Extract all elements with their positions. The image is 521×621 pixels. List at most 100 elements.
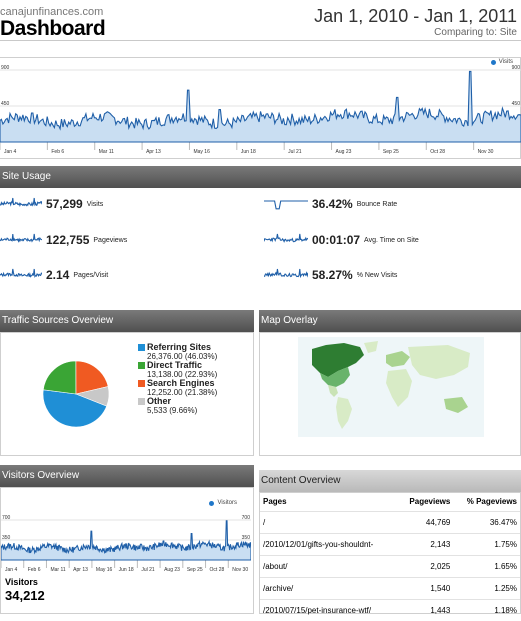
pageviews-cell: 44,769 xyxy=(397,510,454,533)
visitors-legend: Visitors xyxy=(209,500,237,506)
x-tick-label: Apr 13 xyxy=(73,567,88,573)
metric-label: Bounce Rate xyxy=(356,200,398,208)
x-tick-label: Feb 6 xyxy=(28,567,41,573)
y-tick-right: 450 xyxy=(512,101,521,107)
pct-cell: 1.75% xyxy=(453,532,520,555)
legend-dot-icon xyxy=(490,59,496,65)
pageviews-cell: 1,540 xyxy=(397,576,454,599)
x-tick-label: Jun 18 xyxy=(119,567,134,573)
traffic-legend-item[interactable]: Direct Traffic 13,138.00 (22.93%) xyxy=(138,361,217,379)
x-tick-label: Aug 23 xyxy=(164,567,180,573)
pie-slice xyxy=(75,360,109,395)
col-pages[interactable]: Pages xyxy=(263,497,287,507)
traffic-legend-item[interactable]: Referring Sites 26,376.00 (46.03%) xyxy=(138,343,217,361)
pages-per-visit-sparkline xyxy=(0,268,42,278)
page-path[interactable]: / xyxy=(260,510,398,533)
traffic-pie-chart[interactable] xyxy=(41,359,111,429)
pageviews-cell: 1,443 xyxy=(397,598,454,621)
metric-visits[interactable]: 57,299 Visits xyxy=(0,197,103,211)
visits-chart[interactable]: 900 900 450 450 Jan 4 Feb 6 Mar 11 Apr 13 May 16… xyxy=(0,57,521,159)
visits-legend-label: Visits xyxy=(498,59,513,65)
col-pct-pageviews[interactable]: % Pageviews xyxy=(466,497,517,507)
table-row[interactable]: /2010/07/15/pet-insurance-wtf/1,443 1.18% xyxy=(260,598,520,621)
metric-value: 00:01:07 xyxy=(312,233,361,247)
africa-region xyxy=(386,369,412,407)
metric-value: 57,299 xyxy=(46,197,83,211)
metric-new-visits[interactable]: 58.27% % New Visits xyxy=(264,268,397,282)
x-tick-label: Mar 11 xyxy=(99,149,114,155)
metric-pages-per-visit[interactable]: 2.14 Pages/Visit xyxy=(0,268,108,282)
map-overlay-panel xyxy=(259,332,521,456)
metric-pageviews[interactable]: 122,755 Pageviews xyxy=(0,233,127,247)
x-tick-label: Nov 30 xyxy=(232,567,248,573)
visitors-legend-label: Visitors xyxy=(217,500,237,506)
y-tick-left: 700 xyxy=(2,515,11,521)
sparkline-path xyxy=(264,268,308,279)
source-name: Search Engines xyxy=(147,378,215,388)
sparkline-path xyxy=(264,233,308,243)
metric-label: Visits xyxy=(86,200,104,208)
pct-cell: 1.18% xyxy=(453,598,520,621)
traffic-legend-item[interactable]: Search Engines 12,252.00 (21.38%) xyxy=(138,379,217,397)
page-path[interactable]: /2010/07/15/pet-insurance-wtf/ xyxy=(260,598,398,621)
traffic-legend-item[interactable]: Other 5,533 (9.66%) xyxy=(138,397,217,415)
greenland-region xyxy=(364,341,378,353)
source-name: Direct Traffic xyxy=(147,360,203,370)
content-table-header: Pages Pageviews % Pageviews xyxy=(260,493,520,511)
page-path[interactable]: /2010/12/01/gifts-you-shouldnt- xyxy=(260,532,398,555)
x-tick-label: Jan 4 xyxy=(5,567,17,573)
x-tick-label: Nov 30 xyxy=(478,149,494,155)
content-overview-panel: Pages Pageviews % Pageviews /44,769 36.47… xyxy=(259,492,521,621)
page-title: Dashboard xyxy=(0,17,106,40)
x-tick-label: Jan 4 xyxy=(4,149,16,155)
x-tick-label: Mar 11 xyxy=(50,567,65,573)
canada-region xyxy=(312,343,364,377)
x-tick-label: Sep 25 xyxy=(187,567,203,573)
metric-bounce-rate[interactable]: 36.42% Bounce Rate xyxy=(264,197,397,211)
pct-cell: 36.47% xyxy=(453,510,520,533)
metric-avg-time[interactable]: 00:01:07 Avg. Time on Site xyxy=(264,233,419,247)
x-tick-label: May 16 xyxy=(193,149,210,155)
x-tick-label: Sep 25 xyxy=(383,149,399,155)
site-name: canajunfinances.com xyxy=(0,6,104,18)
visitors-total-label: Visitors xyxy=(5,577,38,587)
source-detail: 26,376.00 (46.03%) xyxy=(147,352,218,361)
pageviews-cell: 2,143 xyxy=(397,532,454,555)
world-map[interactable] xyxy=(298,337,484,437)
page-path[interactable]: /about/ xyxy=(260,554,398,577)
central-america-region xyxy=(328,385,338,397)
table-row[interactable]: /2010/12/01/gifts-you-shouldnt- 2,143 1.75… xyxy=(260,532,520,555)
metric-value: 58.27% xyxy=(312,268,353,282)
header-divider xyxy=(0,40,521,41)
visitors-chart-svg[interactable]: 700 700 350 350 Jan 4 Feb 6 Mar 11 Apr 13 May 16… xyxy=(1,508,251,578)
traffic-legend: Referring Sites 26,376.00 (46.03%) Direct… xyxy=(138,343,217,415)
series-area xyxy=(0,70,521,143)
metric-label: Pages/Visit xyxy=(73,271,109,279)
date-range-selector[interactable]: Jan 1, 2010 - Jan 1, 2011 xyxy=(314,6,517,26)
metric-label: Pageviews xyxy=(93,236,128,244)
content-table: Pages Pageviews % Pageviews /44,769 36.47… xyxy=(260,493,520,621)
visitors-overview-header: Visitors Overview xyxy=(0,465,254,487)
x-tick-label: Apr 13 xyxy=(146,149,161,155)
table-row[interactable]: /44,769 36.47% xyxy=(260,510,520,533)
traffic-sources-panel: Referring Sites 26,376.00 (46.03%) Direct… xyxy=(0,332,254,456)
sparkline-path xyxy=(0,197,42,207)
pie-slice xyxy=(42,389,108,428)
y-tick-left: 350 xyxy=(2,535,11,541)
table-row[interactable]: /about/2,025 1.65% xyxy=(260,554,520,577)
visitors-overview-panel: Visitors 700 700 350 350 Jan 4 Feb 6 Mar 11 Apr… xyxy=(0,487,254,614)
y-tick-left: 450 xyxy=(1,101,10,107)
col-pageviews[interactable]: Pageviews xyxy=(409,497,451,507)
x-tick-label: May 16 xyxy=(96,567,113,573)
pie-slice xyxy=(42,360,77,395)
metric-label: Avg. Time on Site xyxy=(364,236,419,244)
sparkline-path xyxy=(0,268,42,278)
y-tick-right: 700 xyxy=(242,515,251,521)
visits-chart-svg: 900 900 450 450 Jan 4 Feb 6 Mar 11 Apr 13 May 16… xyxy=(0,65,521,155)
table-row[interactable]: /archive/1,540 1.25% xyxy=(260,576,520,599)
traffic-sources-header: Traffic Sources Overview xyxy=(0,310,254,332)
page-path[interactable]: /archive/ xyxy=(260,576,398,599)
sparkline-path xyxy=(264,200,308,210)
bounce-rate-sparkline xyxy=(264,200,308,210)
x-tick-label: Aug 23 xyxy=(336,149,352,155)
